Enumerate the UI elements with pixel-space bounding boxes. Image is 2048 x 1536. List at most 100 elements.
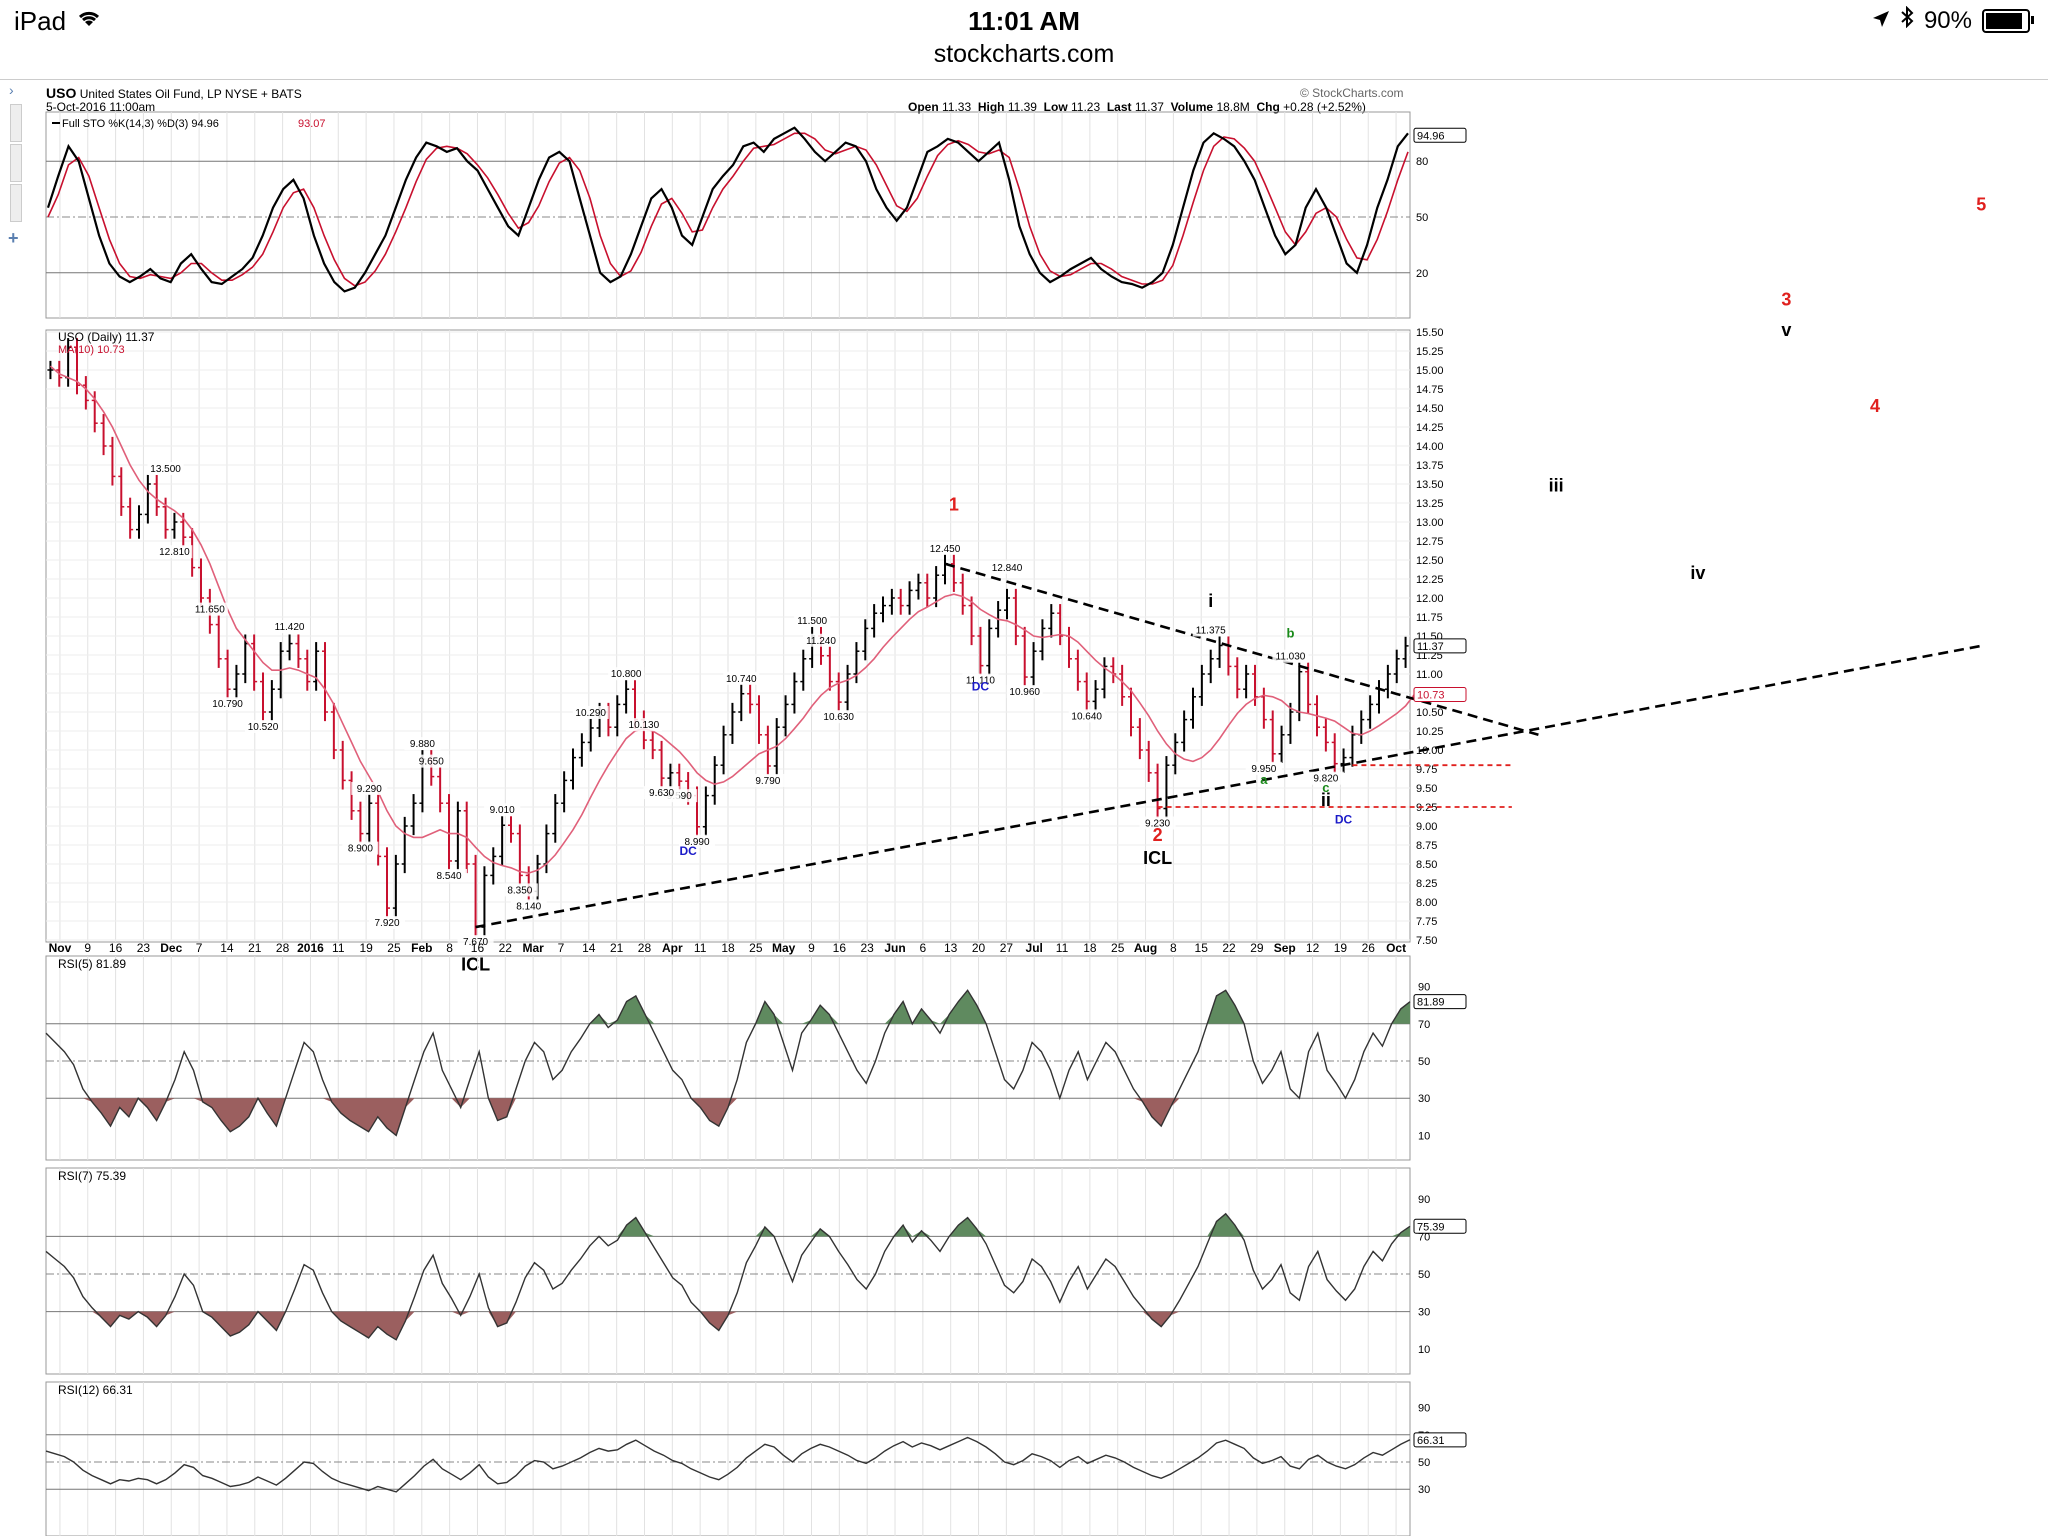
location-icon <box>1872 7 1890 35</box>
price-point-label: 12.450 <box>930 544 961 555</box>
price-point-label: 8.900 <box>348 844 373 855</box>
price-point-label: 12.840 <box>992 563 1023 574</box>
battery-icon <box>1982 8 2034 33</box>
price-label-bg <box>608 667 645 681</box>
price-point-label: 9.010 <box>490 805 515 816</box>
url-bar[interactable]: stockcharts.com <box>933 40 1115 68</box>
price-label-bg <box>342 841 379 855</box>
ma-legend-label: MA(10) 10.73 <box>58 344 125 356</box>
chg-label: Chg <box>1256 100 1280 114</box>
sidebar-tab[interactable] <box>10 104 22 142</box>
wave-annotation: DC <box>679 844 697 858</box>
price-point-label: 10.960 <box>1009 687 1040 698</box>
price-point-label: 8.350 <box>507 885 532 896</box>
price-label-bg <box>510 899 547 913</box>
x-axis-tick: 20 <box>972 941 986 955</box>
price-y-tick: 7.50 <box>1416 935 1437 947</box>
price-y-tick: 14.25 <box>1416 422 1444 434</box>
price-label-bg <box>209 697 246 711</box>
price-point-label: 8.990 <box>684 837 709 848</box>
price-label-bg <box>1272 649 1309 663</box>
price-label-bg <box>369 916 405 930</box>
x-axis-tick: Aug <box>1134 941 1157 955</box>
rsi7-panel: 90 70 50 30 10 RSI(7) 75.39 75.39 <box>45 1167 1467 1375</box>
price-y-tick: 9.50 <box>1416 783 1437 795</box>
price-point-label: 12.810 <box>159 547 190 558</box>
x-axis-tick: Apr <box>662 941 683 955</box>
price-y-tick: 13.25 <box>1416 498 1444 510</box>
sidebar-tab[interactable] <box>10 144 22 182</box>
price-point-label: 11.375 <box>1196 626 1226 637</box>
price-point-label: 10.800 <box>611 669 642 680</box>
price-label-bg <box>156 545 193 559</box>
high-value: 11.39 <box>1007 100 1037 114</box>
x-axis-tick: 28 <box>638 941 652 955</box>
x-axis-tick: 13 <box>944 941 958 955</box>
price-y-tick: 10.50 <box>1416 707 1444 719</box>
rsi5-panel-y-tick: 90 <box>1418 982 1430 994</box>
price-point-label: 11.030 <box>1276 652 1306 663</box>
rsi7-panel-y-tick: 10 <box>1418 1344 1430 1356</box>
price-label-bg <box>962 673 999 687</box>
price-y-tick: 14.50 <box>1416 403 1444 415</box>
price-label-bg <box>679 834 715 848</box>
ma-last-box <box>1413 687 1467 703</box>
expand-arrow-icon[interactable]: › <box>9 82 14 98</box>
wave-annotation: 3 <box>1781 289 1791 309</box>
price-point-label: 11.420 <box>275 622 305 633</box>
wave-annotation: ii <box>1321 790 1331 810</box>
open-value: 11.33 <box>942 100 972 114</box>
x-axis-tick: 9 <box>84 941 91 955</box>
x-axis-tick: 18 <box>1083 941 1097 955</box>
price-point-label: 9.650 <box>419 757 444 768</box>
price-y-tick: 12.75 <box>1416 536 1444 548</box>
x-axis-tick: May <box>772 941 796 955</box>
exchange-label: NYSE + BATS <box>224 87 302 101</box>
price-point-label: 8.140 <box>516 901 541 912</box>
sto-y-tick: 80 <box>1416 156 1428 168</box>
rsi12-panel-y-tick: 30 <box>1418 1484 1430 1496</box>
price-label-bg <box>1245 761 1282 775</box>
last-value: 11.37 <box>1134 100 1164 114</box>
x-axis-tick: Nov <box>49 941 72 955</box>
price-label-bg <box>625 718 662 732</box>
wave-annotation: 5 <box>1976 194 1986 214</box>
x-axis-tick: 21 <box>610 941 624 955</box>
x-axis-tick: 14 <box>220 941 234 955</box>
price-point-label: 11.240 <box>806 636 836 647</box>
x-axis-tick: 9 <box>808 941 815 955</box>
price-y-tick: 12.50 <box>1416 555 1444 567</box>
rsi12-panel-y-tick: 50 <box>1418 1457 1430 1469</box>
x-axis-tick: 11 <box>1056 941 1069 955</box>
price-point-label: 10.290 <box>575 708 606 719</box>
rsi5-panel-last-box <box>1413 994 1467 1010</box>
x-axis-tick: 22 <box>1222 941 1236 955</box>
price-y-tick: 8.25 <box>1416 878 1437 890</box>
price-point-label: 11.500 <box>797 616 827 627</box>
price-label-bg <box>927 541 963 555</box>
status-right: 90% <box>1872 5 2034 35</box>
x-axis-tick: 11 <box>694 941 707 955</box>
wave-annotation: 1 <box>949 495 959 515</box>
price-point-label: 10.520 <box>248 722 279 733</box>
price-last-box <box>1413 638 1467 654</box>
price-y-tick: 8.00 <box>1416 897 1437 909</box>
price-label-bg <box>803 633 839 647</box>
price-y-tick: 9.00 <box>1416 821 1437 833</box>
price-label-bg <box>1139 816 1176 830</box>
chart-header-title: USO United States Oil Fund, LP NYSE + BA… <box>46 85 302 101</box>
x-axis-tick: 8 <box>446 941 453 955</box>
wave-annotation: i <box>1208 591 1213 611</box>
sidebar-tab[interactable] <box>10 184 22 222</box>
x-axis-tick: Sep <box>1274 941 1296 955</box>
price-label-bg <box>457 935 494 949</box>
x-axis-tick: 16 <box>471 941 485 955</box>
price-y-tick: 12.25 <box>1416 574 1444 586</box>
plus-icon[interactable]: + <box>8 228 19 248</box>
x-axis-tick: 19 <box>1334 941 1348 955</box>
wave-annotation: a <box>1260 772 1268 787</box>
stochastics-panel: 80 50 20 Full STO %K(14,3) %D(3) 94.96 93.07… <box>45 111 1467 319</box>
x-axis-tick: 19 <box>359 941 373 955</box>
price-label-bg <box>1068 709 1105 723</box>
